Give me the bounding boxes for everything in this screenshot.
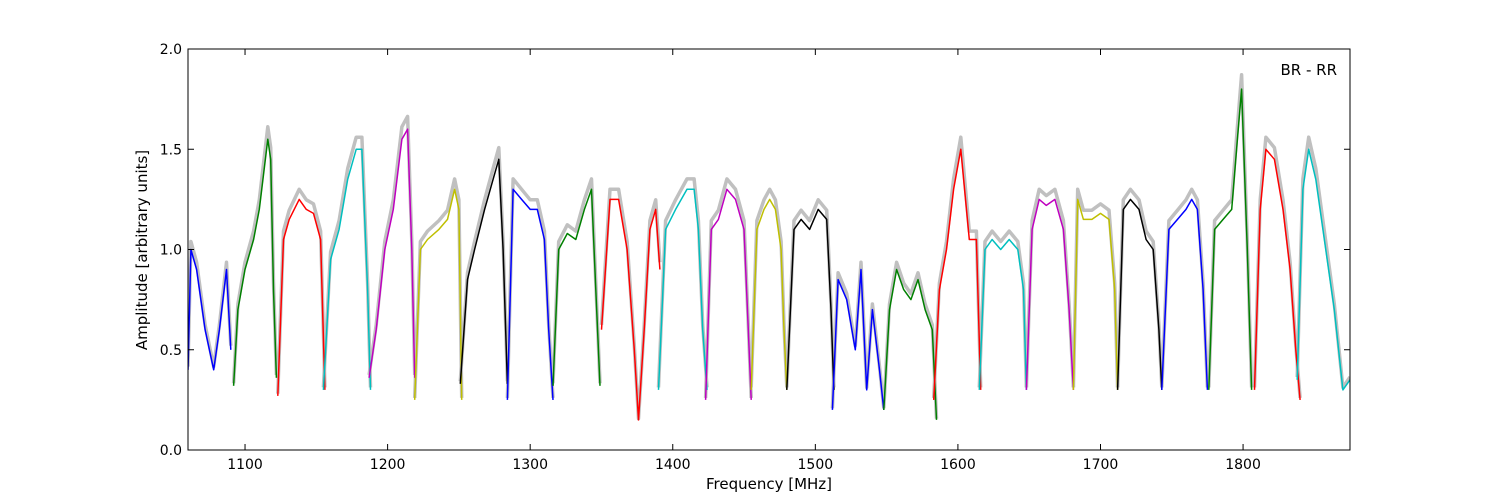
x-tick-label-7: 1800 — [1225, 457, 1261, 473]
y-tick-label-3: 1.5 — [160, 142, 182, 158]
band-line-15 — [883, 268, 938, 420]
band-line-1 — [232, 138, 278, 386]
band-line-18 — [1025, 198, 1075, 390]
bandpass-series — [188, 88, 1350, 421]
band-line-24 — [1296, 148, 1350, 391]
band-line-8 — [552, 188, 601, 386]
background-segment-0 — [188, 239, 233, 369]
y-tick-label-4: 2.0 — [160, 42, 182, 58]
band-line-17 — [978, 238, 1028, 390]
band-line-3 — [322, 148, 372, 390]
band-line-19 — [1072, 198, 1119, 390]
x-axis-label: Frequency [MHz] — [706, 475, 832, 493]
background-segment-16 — [931, 135, 983, 398]
band-line-6 — [459, 158, 509, 384]
band-line-23 — [1253, 148, 1301, 400]
x-tick-label-5: 1600 — [940, 457, 976, 473]
band-line-5 — [413, 188, 463, 400]
x-tick-label-1: 1200 — [370, 457, 406, 473]
x-tick-label-6: 1700 — [1083, 457, 1119, 473]
band-line-9 — [600, 198, 661, 421]
background-segment-17 — [977, 229, 1029, 388]
axis-ticks: 1100 1200 1300 1400 1500 1600 1700 1800 0.0 0.5 1.… — [160, 42, 1350, 473]
band-line-20 — [1116, 198, 1163, 390]
band-line-2 — [277, 198, 326, 396]
band-line-16 — [932, 148, 982, 400]
y-axis-label: Amplitude [arbitrary units] — [133, 150, 151, 350]
x-tick-label-2: 1300 — [512, 457, 548, 473]
band-line-4 — [368, 128, 416, 378]
band-line-14 — [831, 268, 885, 410]
band-line-10 — [657, 188, 708, 390]
band-line-0 — [188, 248, 232, 371]
background-segment-15 — [882, 260, 939, 419]
background-segment-2 — [276, 187, 327, 394]
plot-area — [188, 49, 1350, 450]
y-tick-label-0: 0.0 — [160, 443, 182, 459]
background-segment-5 — [412, 177, 464, 398]
band-line-13 — [786, 208, 835, 390]
band-line-12 — [750, 198, 788, 390]
y-tick-label-2: 1.0 — [160, 243, 182, 259]
chart-annotation: BR - RR — [1280, 61, 1337, 79]
band-line-7 — [506, 188, 554, 400]
band-line-21 — [1161, 198, 1209, 390]
x-tick-label-0: 1100 — [227, 457, 263, 473]
y-tick-label-1: 0.5 — [160, 343, 182, 359]
x-tick-label-3: 1400 — [655, 457, 691, 473]
x-tick-label-4: 1500 — [798, 457, 834, 473]
band-line-11 — [704, 188, 752, 400]
band-line-22 — [1208, 88, 1253, 390]
